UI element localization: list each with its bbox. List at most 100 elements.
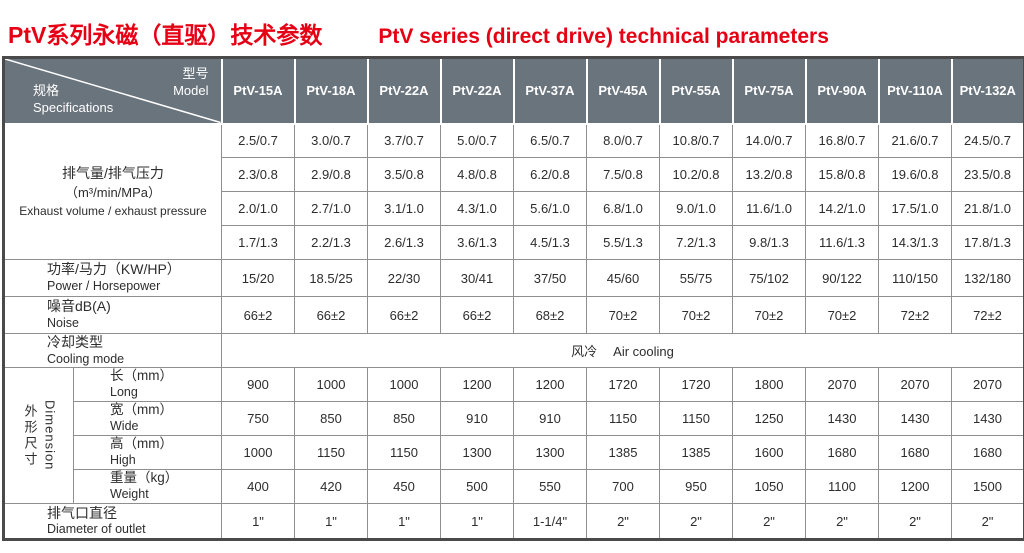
page-title: PtV系列永磁（直驱）技术参数 PtV series (direct drive)… bbox=[0, 0, 1024, 56]
model-column-header: PtV-37A bbox=[512, 56, 588, 125]
exhaust-value-cell: 9.8/1.3 bbox=[732, 225, 806, 260]
corner-header-cell: 型号 Model 规格 Specifications bbox=[2, 56, 223, 125]
technical-parameters-table: 型号 Model 规格 Specifications PtV-15A PtV-18… bbox=[2, 56, 1024, 542]
power-value-cell: 110/150 bbox=[878, 259, 952, 297]
corner-model-label: 型号 Model bbox=[173, 66, 208, 100]
noise-value-cell: 72±2 bbox=[951, 296, 1024, 334]
outlet-row: 排气口直径 Diameter of outlet 1" 1" 1" 1" 1-1/4" 2" 2… bbox=[3, 503, 1024, 541]
title-chinese: PtV系列永磁（直驱）技术参数 bbox=[8, 22, 323, 48]
dimension-value-cell: 1680 bbox=[805, 435, 879, 471]
outlet-value-cell: 2" bbox=[805, 503, 879, 541]
exhaust-value-cell: 14.3/1.3 bbox=[878, 225, 952, 260]
power-label: 功率/马力（KW/HP） Power / Horsepower bbox=[3, 259, 222, 297]
exhaust-value-cell: 17.8/1.3 bbox=[951, 225, 1024, 260]
dimension-value-cell: 1000 bbox=[221, 435, 295, 471]
dimension-value-cell: 1150 bbox=[586, 401, 660, 437]
outlet-value-cell: 1" bbox=[294, 503, 368, 541]
exhaust-value-cell: 5.6/1.0 bbox=[513, 191, 587, 226]
exhaust-value-cell: 2.9/0.8 bbox=[294, 157, 368, 192]
dimension-sub-label: 长（mm） Long bbox=[73, 367, 222, 403]
dimension-value-cell: 1680 bbox=[878, 435, 952, 471]
exhaust-value-cell: 3.1/1.0 bbox=[367, 191, 441, 226]
dimension-value-cell: 910 bbox=[513, 401, 587, 437]
model-column-header: PtV-55A bbox=[658, 56, 734, 125]
dimension-side-zh: 外形尺寸 bbox=[22, 403, 38, 468]
dimension-sub-zh: 重量（kg） bbox=[110, 470, 179, 486]
exhaust-value-cell: 6.8/1.0 bbox=[586, 191, 660, 226]
dimension-value-cell: 400 bbox=[221, 469, 295, 505]
noise-value-cell: 68±2 bbox=[513, 296, 587, 334]
outlet-label-en: Diameter of outlet bbox=[47, 522, 146, 537]
exhaust-value-cell: 19.6/0.8 bbox=[878, 157, 952, 192]
model-column-header: PtV-18A bbox=[293, 56, 369, 125]
dimension-value-cell: 1100 bbox=[805, 469, 879, 505]
dimension-side-wrap: 外形尺寸 Dimension bbox=[5, 400, 73, 470]
model-column-header: PtV-90A bbox=[804, 56, 880, 125]
outlet-value-cell: 2" bbox=[951, 503, 1024, 541]
dimension-value-cell: 910 bbox=[440, 401, 514, 437]
noise-value-cell: 72±2 bbox=[878, 296, 952, 334]
exhaust-value-cell: 5.5/1.3 bbox=[586, 225, 660, 260]
noise-value-cell: 66±2 bbox=[221, 296, 295, 334]
dimension-value-cell: 2070 bbox=[878, 367, 952, 403]
dimension-sub-en: Wide bbox=[110, 419, 139, 434]
noise-value-cell: 70±2 bbox=[659, 296, 733, 334]
dimension-value-cell: 900 bbox=[221, 367, 295, 403]
exhaust-value-cell: 16.8/0.7 bbox=[805, 123, 879, 158]
exhaust-row: 1.7/1.3 2.2/1.3 2.6/1.3 3.6/1.3 4.5/1.3 5.5/1… bbox=[4, 225, 1024, 260]
model-column-header: PtV-75A bbox=[731, 56, 807, 125]
outlet-label-zh: 排气口直径 bbox=[47, 504, 117, 521]
power-value-cell: 22/30 bbox=[367, 259, 441, 297]
model-column-header: PtV-15A bbox=[220, 56, 296, 125]
exhaust-value-cell: 2.7/1.0 bbox=[294, 191, 368, 226]
outlet-value-cell: 1" bbox=[367, 503, 441, 541]
dimension-value-cell: 1000 bbox=[367, 367, 441, 403]
dimension-value-cell: 1500 bbox=[951, 469, 1024, 505]
exhaust-label-zh: 排气量/排气压力 bbox=[62, 165, 164, 182]
outlet-value-cell: 1" bbox=[440, 503, 514, 541]
noise-label-en: Noise bbox=[47, 315, 79, 330]
power-value-cell: 37/50 bbox=[513, 259, 587, 297]
dimension-value-cell: 850 bbox=[294, 401, 368, 437]
noise-value-cell: 70±2 bbox=[805, 296, 879, 334]
dimension-value-cell: 420 bbox=[294, 469, 368, 505]
dimension-value-cell: 1430 bbox=[878, 401, 952, 437]
dimension-value-cell: 750 bbox=[221, 401, 295, 437]
dimension-value-cell: 1150 bbox=[367, 435, 441, 471]
noise-value-cell: 70±2 bbox=[586, 296, 660, 334]
dimension-sub-zh: 长（mm） bbox=[110, 368, 173, 384]
exhaust-value-cell: 17.5/1.0 bbox=[878, 191, 952, 226]
dimension-row: 高（mm） High 1000 1150 1150 1300 1300 1385 1385 160… bbox=[4, 435, 1024, 471]
exhaust-value-cell: 2.6/1.3 bbox=[367, 225, 441, 260]
dimension-sub-en: Weight bbox=[110, 487, 149, 502]
noise-value-cell: 66±2 bbox=[440, 296, 514, 334]
model-column-header: PtV-110A bbox=[877, 56, 953, 125]
cooling-label-en: Cooling mode bbox=[47, 351, 125, 366]
dimension-side-label: 外形尺寸 Dimension bbox=[3, 367, 74, 505]
noise-value-cell: 66±2 bbox=[367, 296, 441, 334]
dimension-value-cell: 1430 bbox=[951, 401, 1024, 437]
dimension-value-cell: 1150 bbox=[294, 435, 368, 471]
noise-row: 噪音dB(A) Noise 66±2 66±2 66±2 66±2 68±2 70±2 70±2… bbox=[3, 296, 1024, 334]
dimension-value-cell: 1430 bbox=[805, 401, 879, 437]
noise-label-zh: 噪音dB(A) bbox=[47, 298, 111, 315]
exhaust-value-cell: 10.8/0.7 bbox=[659, 123, 733, 158]
table-header-row: 型号 Model 规格 Specifications PtV-15A PtV-18… bbox=[2, 56, 1024, 125]
dimension-sub-zh: 宽（mm） bbox=[110, 402, 173, 418]
exhaust-value-cell: 21.6/0.7 bbox=[878, 123, 952, 158]
cooling-label-zh: 冷却类型 bbox=[47, 334, 103, 350]
exhaust-value-cell: 3.7/0.7 bbox=[367, 123, 441, 158]
power-label-zh: 功率/马力（KW/HP） bbox=[47, 261, 181, 278]
exhaust-value-cell: 3.0/0.7 bbox=[294, 123, 368, 158]
cooling-value-cell: 风冷 Air cooling bbox=[221, 332, 1024, 369]
dimension-value-cell: 1200 bbox=[440, 367, 514, 403]
outlet-value-cell: 2" bbox=[878, 503, 952, 541]
dimension-value-cell: 1385 bbox=[659, 435, 733, 471]
exhaust-value-cell: 10.2/0.8 bbox=[659, 157, 733, 192]
exhaust-value-cell: 4.8/0.8 bbox=[440, 157, 514, 192]
noise-value-cell: 66±2 bbox=[294, 296, 368, 334]
exhaust-value-cell: 6.5/0.7 bbox=[513, 123, 587, 158]
exhaust-label-unit: （m³/min/MPa） bbox=[64, 184, 162, 200]
dimension-value-cell: 1300 bbox=[440, 435, 514, 471]
power-value-cell: 15/20 bbox=[221, 259, 295, 297]
